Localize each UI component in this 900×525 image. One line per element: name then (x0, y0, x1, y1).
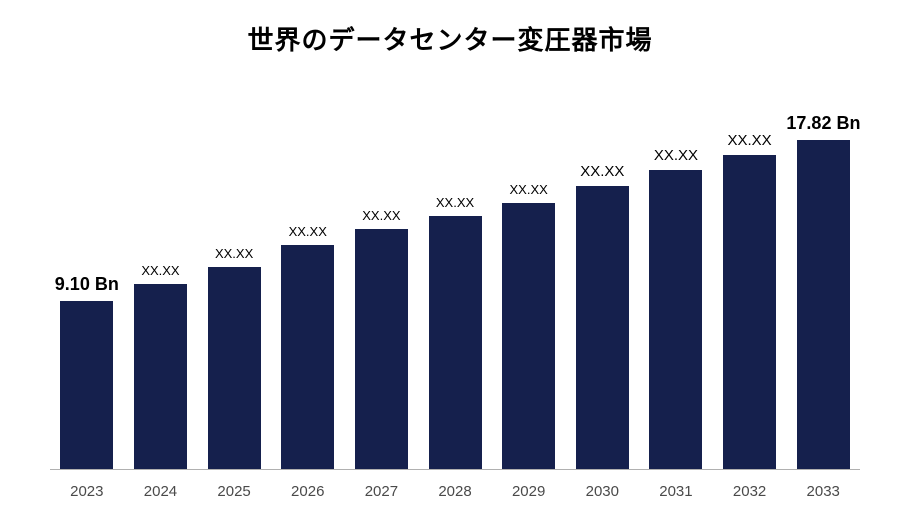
bar-value-label: XX.XX (418, 195, 492, 210)
bar-value-label: XX.XX (271, 224, 345, 239)
bar (281, 245, 334, 469)
bar-group: XX.XX (713, 90, 787, 469)
bar-group: 9.10 Bn (50, 90, 124, 469)
x-axis-label: 2030 (565, 483, 639, 500)
x-axis-label: 2027 (345, 483, 419, 500)
bar-value-label: 9.10 Bn (50, 274, 124, 295)
x-axis-label: 2029 (492, 483, 566, 500)
bar (576, 186, 629, 469)
bar (797, 140, 850, 469)
bar-value-label: XX.XX (713, 132, 787, 149)
x-axis-label: 2024 (124, 483, 198, 500)
bar-value-label: XX.XX (639, 147, 713, 164)
bar-value-label: XX.XX (492, 182, 566, 197)
bars-container: 9.10 BnXX.XXXX.XXXX.XXXX.XXXX.XXXX.XXXX.… (50, 90, 860, 470)
bar (208, 267, 261, 469)
bar-value-label: XX.XX (124, 263, 198, 278)
bar (429, 216, 482, 469)
bar-group: XX.XX (418, 90, 492, 469)
bar (723, 155, 776, 469)
x-axis-label: 2033 (786, 483, 860, 500)
bar (355, 229, 408, 469)
x-axis-label: 2032 (713, 483, 787, 500)
chart-title: 世界のデータセンター変圧器市場 (0, 0, 900, 57)
bar-group: 17.82 Bn (786, 90, 860, 469)
bar-group: XX.XX (492, 90, 566, 469)
bar-group: XX.XX (565, 90, 639, 469)
chart-plot-area: 9.10 BnXX.XXXX.XXXX.XXXX.XXXX.XXXX.XXXX.… (50, 90, 860, 470)
x-axis-label: 2025 (197, 483, 271, 500)
x-axis-label: 2026 (271, 483, 345, 500)
bar (134, 284, 187, 469)
x-axis-label: 2023 (50, 483, 124, 500)
bar-group: XX.XX (639, 90, 713, 469)
bar-value-label: 17.82 Bn (786, 113, 860, 134)
bar-group: XX.XX (124, 90, 198, 469)
x-axis-label: 2028 (418, 483, 492, 500)
bar (502, 203, 555, 469)
bar (649, 170, 702, 470)
bar-value-label: XX.XX (565, 163, 639, 180)
bar-group: XX.XX (271, 90, 345, 469)
bar (60, 301, 113, 469)
x-axis: 2023202420252026202720282029203020312032… (50, 483, 860, 500)
bar-group: XX.XX (345, 90, 419, 469)
x-axis-label: 2031 (639, 483, 713, 500)
bar-group: XX.XX (197, 90, 271, 469)
bar-value-label: XX.XX (197, 246, 271, 261)
bar-value-label: XX.XX (345, 208, 419, 223)
